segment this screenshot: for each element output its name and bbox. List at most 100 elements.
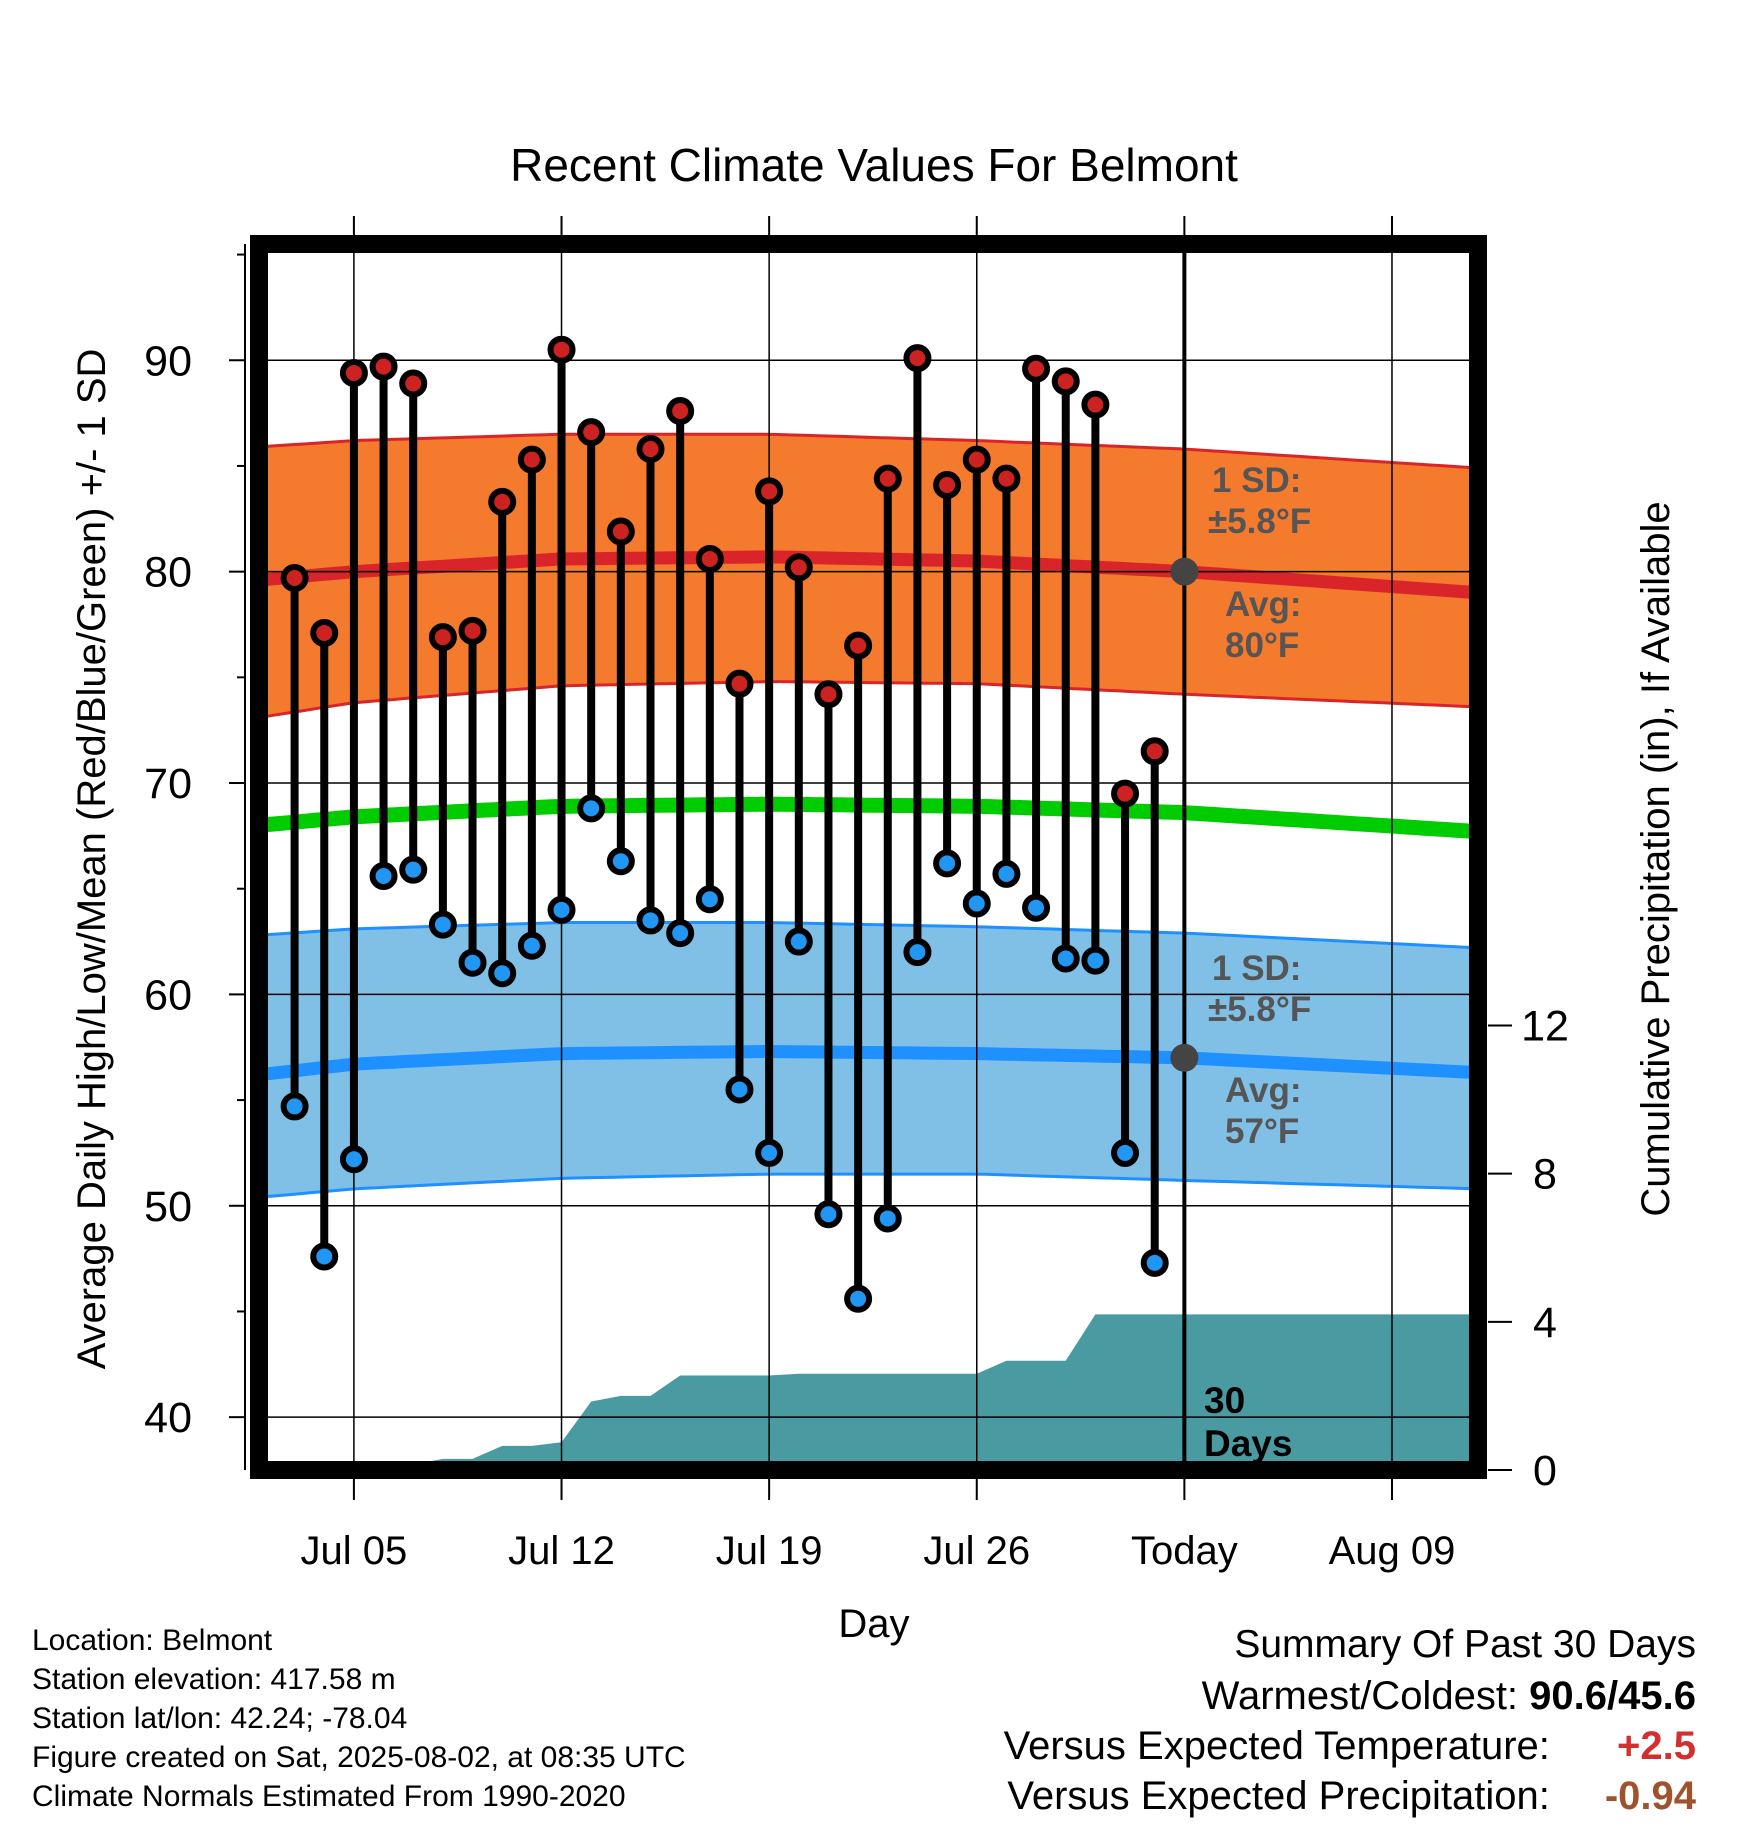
high-avg-label: Avg: bbox=[1225, 585, 1301, 624]
high-temp-point bbox=[992, 464, 1021, 493]
x-tick-label: Jul 26 bbox=[923, 1529, 1030, 1573]
mean-avg-line bbox=[258, 796, 1476, 839]
precip-area bbox=[294, 1314, 1479, 1470]
high-sd-band-upper-edge bbox=[258, 432, 1476, 470]
low-temp-point bbox=[488, 959, 517, 988]
low-temp-point bbox=[666, 919, 695, 948]
low-temp-point bbox=[369, 862, 398, 891]
low-temp-point bbox=[1111, 1138, 1140, 1167]
high-temp-point bbox=[814, 680, 843, 709]
high-temp-point bbox=[695, 544, 724, 573]
high-sd-band-lower-edge bbox=[258, 680, 1476, 719]
high-temp-point bbox=[606, 517, 635, 546]
high-temp-point bbox=[903, 344, 932, 373]
high-temp-point bbox=[1022, 354, 1051, 383]
summary-panel: Summary Of Past 30 Days Warmest/Coldest:… bbox=[1004, 1619, 1696, 1821]
low-temp-point bbox=[339, 1145, 368, 1174]
low-temp-point bbox=[844, 1284, 873, 1313]
y-tick-label-left: 80 bbox=[144, 549, 192, 597]
y-tick-label-left: 60 bbox=[144, 971, 192, 1019]
low-temp-point bbox=[1081, 946, 1110, 975]
low-temp-point bbox=[1022, 893, 1051, 922]
low-temp-point bbox=[636, 906, 665, 935]
low-temp-point bbox=[458, 948, 487, 977]
high-temp-point bbox=[280, 563, 309, 592]
y-tick-label-right: 4 bbox=[1533, 1299, 1557, 1347]
x-tick-label: Today bbox=[1131, 1529, 1238, 1573]
created-text: Figure created on Sat, 2025-08-02, at 08… bbox=[32, 1741, 686, 1774]
days-unit-label: Days bbox=[1204, 1423, 1292, 1464]
y-tick-label-right: 12 bbox=[1521, 1003, 1569, 1051]
high-temp-point bbox=[844, 631, 873, 660]
temp-row: Versus Expected Temperature: +2.5 bbox=[1004, 1721, 1696, 1771]
high-temp-point bbox=[488, 487, 517, 516]
x-tick-label: Jul 12 bbox=[508, 1529, 615, 1573]
high-avg-line bbox=[258, 550, 1476, 600]
x-tick-label: Jul 19 bbox=[716, 1529, 823, 1573]
y-tick-label-left: 70 bbox=[144, 760, 192, 808]
low-sd-label: 1 SD: bbox=[1212, 949, 1301, 988]
high-temp-point bbox=[873, 464, 902, 493]
latlon-text: Station lat/lon: 42.24; -78.04 bbox=[32, 1702, 408, 1735]
low-temp-point bbox=[755, 1138, 784, 1167]
low-sd-band-upper-edge bbox=[258, 921, 1476, 950]
today-low-avg-marker bbox=[1170, 1043, 1199, 1072]
days-count-label: 30 bbox=[1204, 1380, 1245, 1421]
y-tick-label-right: 0 bbox=[1533, 1447, 1557, 1495]
low-sd-band-lower-edge bbox=[258, 1172, 1476, 1199]
warmest-label: Warmest/Coldest: bbox=[1201, 1674, 1519, 1718]
high-temp-point bbox=[310, 618, 339, 647]
temp-label: Versus Expected Temperature: bbox=[1003, 1724, 1550, 1768]
station-info: Location: Belmont Station elevation: 417… bbox=[32, 1621, 686, 1816]
low-temp-point bbox=[992, 859, 1021, 888]
axes: 40 50 60 70 80 90 0 4 8 12 Jul 05 Jul 12 Jul 19 Jul 2… bbox=[144, 216, 1569, 1573]
precip-row: Versus Expected Precipitation: -0.94 bbox=[1004, 1771, 1696, 1821]
high-temp-point bbox=[399, 369, 428, 398]
high-temp-point bbox=[458, 616, 487, 645]
normals-text: Climate Normals Estimated From 1990-2020 bbox=[32, 1780, 626, 1813]
high-sd-value: ±5.8°F bbox=[1208, 502, 1311, 541]
location-text: Location: Belmont bbox=[32, 1624, 273, 1657]
x-tick-label: Aug 09 bbox=[1329, 1529, 1456, 1573]
precip-label: Versus Expected Precipitation: bbox=[1007, 1774, 1550, 1818]
y-tick-label-left: 50 bbox=[144, 1183, 192, 1231]
x-axis-label: Day bbox=[838, 1602, 909, 1646]
low-temp-point bbox=[1051, 944, 1080, 973]
low-sd-value: ±5.8°F bbox=[1208, 990, 1311, 1029]
high-temp-point bbox=[339, 358, 368, 387]
low-temp-point bbox=[280, 1092, 309, 1121]
low-temp-point bbox=[1140, 1248, 1169, 1277]
high-temp-point bbox=[428, 623, 457, 652]
low-temp-point bbox=[725, 1075, 754, 1104]
high-temp-point bbox=[725, 669, 754, 698]
high-temp-point bbox=[1111, 779, 1140, 808]
low-temp-point bbox=[547, 895, 576, 924]
plot-content bbox=[258, 244, 1479, 1470]
plot-frame bbox=[250, 235, 1487, 1479]
low-temp-point bbox=[606, 847, 635, 876]
low-temp-point bbox=[577, 794, 606, 823]
high-temp-point bbox=[547, 335, 576, 364]
high-temp-point bbox=[784, 553, 813, 582]
low-temp-point bbox=[399, 855, 428, 884]
warmest-row: Warmest/Coldest: 90.6/45.6 bbox=[1004, 1671, 1696, 1721]
summary-heading: Summary Of Past 30 Days bbox=[1234, 1623, 1696, 1666]
high-temp-point bbox=[666, 396, 695, 425]
today-high-avg-marker bbox=[1170, 557, 1199, 586]
low-temp-point bbox=[784, 927, 813, 956]
low-temp-point bbox=[933, 849, 962, 878]
y-tick-label-right: 8 bbox=[1533, 1151, 1557, 1199]
low-temp-point bbox=[903, 938, 932, 967]
elevation-text: Station elevation: 417.58 m bbox=[32, 1663, 396, 1696]
low-temp-point bbox=[428, 910, 457, 939]
low-sd-band bbox=[259, 922, 1475, 1198]
high-temp-point bbox=[1081, 390, 1110, 419]
high-temp-point bbox=[755, 477, 784, 506]
low-temp-point bbox=[517, 931, 546, 960]
high-temp-point bbox=[577, 418, 606, 447]
low-avg-line bbox=[258, 1044, 1476, 1082]
high-temp-point bbox=[962, 445, 991, 474]
temp-value: +2.5 bbox=[1617, 1724, 1696, 1768]
low-temp-point bbox=[695, 885, 724, 914]
